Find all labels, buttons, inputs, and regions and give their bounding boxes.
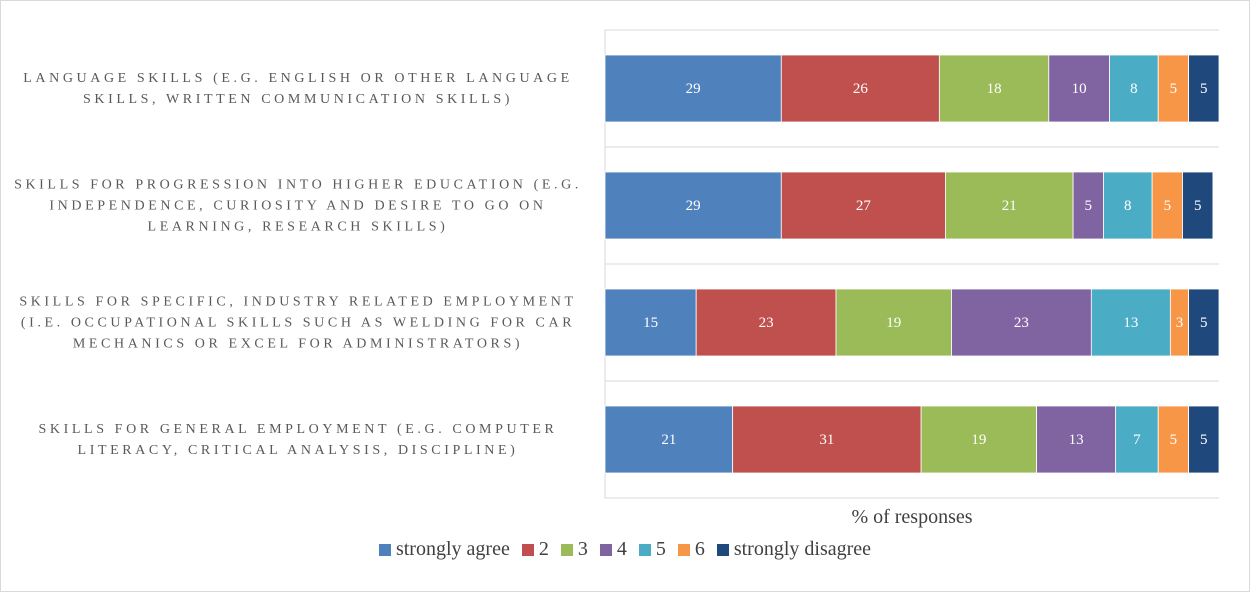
bar-segment (1188, 288, 1220, 357)
bar-segment (604, 171, 782, 240)
legend-item: 3 (560, 538, 588, 561)
legend-swatch (599, 543, 612, 556)
bar-segment (920, 405, 1038, 474)
legend: strongly agree 2 3 4 5 6 strongly disagree (0, 538, 1250, 561)
bar-segment (1036, 405, 1117, 474)
y-tick-label: SKILLS FOR GENERAL EMPLOYMENT (E.G. COMP… (38, 421, 558, 458)
legend-swatch (638, 543, 651, 556)
bar-segment (835, 288, 952, 357)
data-label: 21 (661, 432, 676, 448)
legend-item: strongly disagree (716, 538, 872, 561)
data-label: 3 (1176, 315, 1184, 331)
bar-segment (780, 54, 940, 123)
data-label: 5 (1200, 315, 1208, 331)
data-label: 13 (1069, 432, 1084, 448)
data-label: 5 (1200, 432, 1208, 448)
y-tick-label: LANGUAGE SKILLS (E.G. ENGLISH OR OTHER L… (23, 70, 573, 107)
data-label: 19 (886, 315, 901, 331)
y-tick-label: SKILLS FOR SPECIFIC, INDUSTRY RELATED EM… (19, 294, 577, 351)
legend-item: 5 (638, 538, 666, 561)
legend-swatch (716, 543, 729, 556)
data-label: 15 (643, 315, 658, 331)
legend-label: 4 (616, 538, 627, 560)
legend-item: 4 (599, 538, 627, 561)
bar-segment (604, 288, 697, 357)
data-label: 23 (1014, 315, 1029, 331)
data-label: 29 (686, 198, 701, 214)
legend-item: 2 (521, 538, 549, 561)
data-label: 5 (1170, 81, 1178, 97)
legend-label: 3 (577, 538, 588, 560)
legend-swatch (378, 543, 391, 556)
data-label: 27 (856, 198, 872, 214)
legend-label: strongly disagree (733, 538, 872, 560)
bar-segment (1157, 54, 1190, 123)
data-label: 8 (1124, 198, 1132, 214)
y-tick-label: SKILLS FOR PROGRESSION INTO HIGHER EDUCA… (14, 177, 582, 234)
legend-swatch (521, 543, 534, 556)
data-label: 19 (971, 432, 986, 448)
legend-label: 2 (538, 538, 549, 560)
legend-label: 5 (655, 538, 666, 560)
data-label: 23 (759, 315, 774, 331)
data-label: 18 (987, 81, 1002, 97)
data-label: 13 (1123, 315, 1138, 331)
bar-segment (604, 54, 782, 123)
data-label: 29 (686, 81, 701, 97)
data-label: 31 (819, 432, 834, 448)
data-label: 8 (1130, 81, 1138, 97)
bar-segment (1182, 171, 1214, 240)
bar-segment (1103, 171, 1153, 240)
data-label: 5 (1085, 198, 1093, 214)
bar-segment (945, 171, 1074, 240)
bar-segment (951, 288, 1092, 357)
data-label: 5 (1200, 81, 1208, 97)
bar-segment (780, 171, 946, 240)
data-label: 5 (1194, 198, 1202, 214)
data-label: 7 (1133, 432, 1141, 448)
x-axis-title: % of responses (851, 506, 973, 528)
data-label: 21 (1002, 198, 1017, 214)
bar-segment (1188, 54, 1220, 123)
data-label: 5 (1170, 432, 1178, 448)
bar-segment (1115, 405, 1159, 474)
bar-segment (1157, 405, 1190, 474)
legend-label: 6 (694, 538, 705, 560)
data-label: 5 (1164, 198, 1172, 214)
bar-segment (1072, 171, 1104, 240)
bar-segment (1151, 171, 1183, 240)
legend-swatch (560, 543, 573, 556)
legend-swatch (677, 543, 690, 556)
data-label: 10 (1072, 81, 1087, 97)
legend-item: strongly agree (378, 538, 510, 561)
data-label: 26 (853, 81, 869, 97)
bar-segment (732, 405, 922, 474)
bar-segment (695, 288, 837, 357)
bar-segment (1188, 405, 1220, 474)
legend-item: 6 (677, 538, 705, 561)
legend-label: strongly agree (395, 538, 510, 560)
